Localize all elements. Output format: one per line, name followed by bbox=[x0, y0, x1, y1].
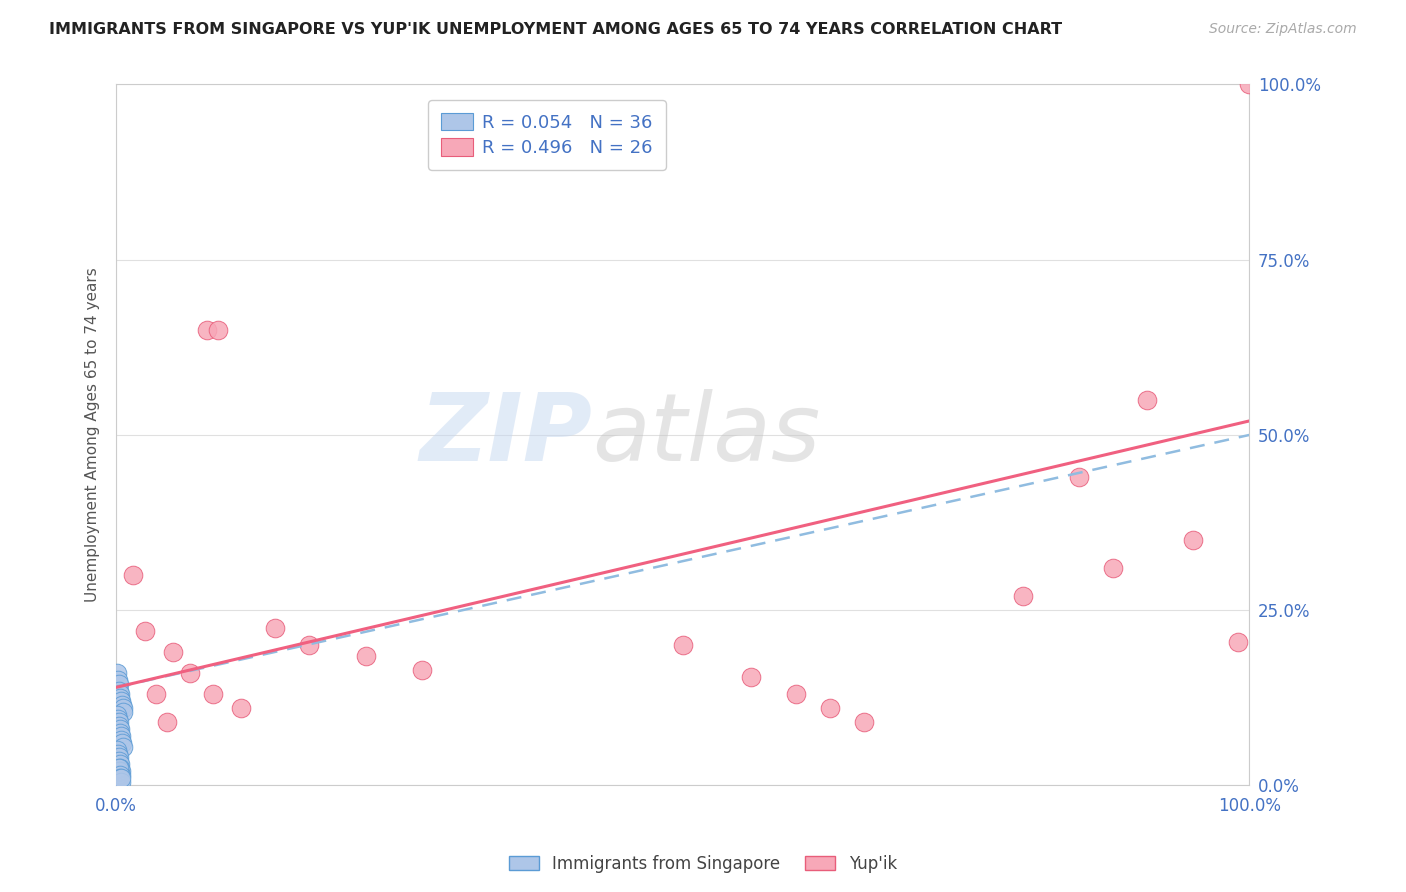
Point bbox=[108, 757, 131, 772]
Point bbox=[1102, 561, 1125, 575]
Point bbox=[110, 690, 132, 705]
Point bbox=[111, 701, 134, 715]
Point bbox=[107, 768, 129, 782]
Point bbox=[110, 764, 132, 779]
Point bbox=[107, 715, 129, 730]
Point bbox=[110, 730, 132, 744]
Point bbox=[1136, 392, 1159, 407]
Point bbox=[229, 701, 252, 715]
Point bbox=[108, 723, 131, 737]
Point bbox=[1239, 78, 1261, 92]
Y-axis label: Unemployment Among Ages 65 to 74 years: Unemployment Among Ages 65 to 74 years bbox=[86, 268, 100, 602]
Point bbox=[672, 638, 695, 652]
Point bbox=[107, 666, 129, 681]
Point bbox=[110, 772, 132, 786]
Legend: R = 0.054   N = 36, R = 0.496   N = 26: R = 0.054 N = 36, R = 0.496 N = 26 bbox=[429, 101, 665, 169]
Point bbox=[107, 673, 129, 688]
Point bbox=[207, 323, 229, 337]
Point bbox=[818, 701, 841, 715]
Point bbox=[111, 739, 134, 754]
Point bbox=[111, 736, 134, 750]
Point bbox=[107, 750, 129, 764]
Point bbox=[740, 670, 762, 684]
Point bbox=[107, 708, 129, 723]
Text: IMMIGRANTS FROM SINGAPORE VS YUP'IK UNEMPLOYMENT AMONG AGES 65 TO 74 YEARS CORRE: IMMIGRANTS FROM SINGAPORE VS YUP'IK UNEM… bbox=[49, 22, 1063, 37]
Point bbox=[110, 775, 132, 789]
Text: atlas: atlas bbox=[592, 390, 821, 481]
Point bbox=[110, 732, 132, 747]
Point bbox=[107, 677, 129, 691]
Text: Source: ZipAtlas.com: Source: ZipAtlas.com bbox=[1209, 22, 1357, 37]
Point bbox=[108, 768, 131, 782]
Point bbox=[108, 687, 131, 701]
Point bbox=[354, 648, 377, 663]
Point bbox=[1011, 589, 1033, 603]
Point bbox=[1227, 634, 1250, 648]
Point bbox=[107, 772, 129, 786]
Point bbox=[411, 663, 433, 677]
Point bbox=[122, 568, 145, 582]
Point bbox=[108, 761, 131, 775]
Point bbox=[112, 705, 135, 719]
Point bbox=[1069, 470, 1091, 484]
Legend: Immigrants from Singapore, Yup'ik: Immigrants from Singapore, Yup'ik bbox=[502, 848, 904, 880]
Point bbox=[201, 687, 224, 701]
Point bbox=[110, 772, 132, 786]
Point bbox=[156, 715, 179, 730]
Point bbox=[110, 761, 132, 775]
Point bbox=[134, 624, 156, 639]
Point bbox=[108, 754, 131, 768]
Point bbox=[195, 323, 218, 337]
Point bbox=[1181, 533, 1204, 547]
Point bbox=[107, 743, 129, 757]
Point bbox=[110, 694, 132, 708]
Point bbox=[108, 719, 131, 733]
Point bbox=[298, 638, 321, 652]
Point bbox=[108, 683, 131, 698]
Point bbox=[107, 764, 129, 779]
Point bbox=[162, 645, 184, 659]
Point bbox=[111, 698, 134, 712]
Point bbox=[264, 621, 287, 635]
Point bbox=[145, 687, 167, 701]
Point bbox=[853, 715, 876, 730]
Point bbox=[110, 726, 132, 740]
Point bbox=[107, 712, 129, 726]
Point bbox=[785, 687, 807, 701]
Point bbox=[110, 768, 132, 782]
Point bbox=[107, 747, 129, 761]
Point bbox=[179, 666, 201, 681]
Text: ZIP: ZIP bbox=[419, 389, 592, 481]
